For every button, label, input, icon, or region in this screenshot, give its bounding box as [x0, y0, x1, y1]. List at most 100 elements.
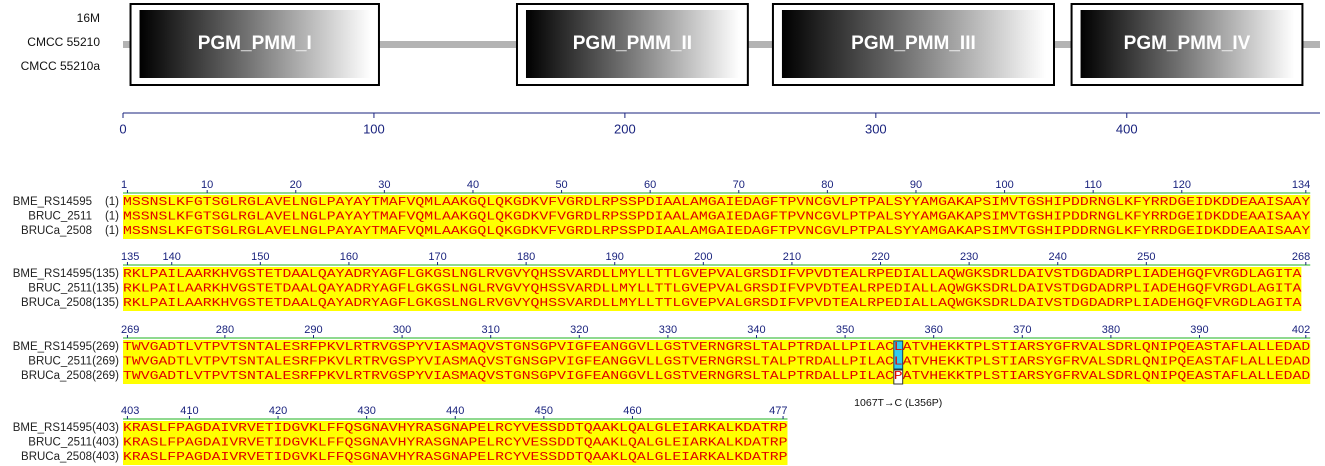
sequence-name: BME_RS14595: [13, 341, 92, 353]
sequence-name: BRUC_2511: [28, 356, 92, 368]
axis-tick-label: 400: [1116, 121, 1138, 136]
domain-label: PGM_PMM_I: [198, 33, 312, 54]
sequence-name: BRUCa_2508: [21, 225, 92, 237]
ruler-label: 135: [121, 251, 139, 263]
ruler-label: 477: [769, 405, 787, 417]
ruler-label: 1: [121, 179, 127, 191]
sequence-start: (135): [92, 283, 119, 295]
sequence-start: (135): [92, 297, 119, 309]
alignment-bg: [123, 267, 1302, 311]
ruler-label: 290: [304, 324, 322, 336]
domain-fill: [525, 10, 740, 78]
ruler-label: 50: [555, 179, 567, 191]
sequence: MSSNSLKFGTSGLRGLAVELNGLPAYAYTMAFVQMLAAKG…: [123, 195, 1310, 209]
sequence-name: BRUCa_2508: [21, 451, 92, 463]
sequence-start: (1): [105, 196, 119, 208]
ruler-label: 70: [733, 179, 745, 191]
sequence-name: BRUC_2511: [28, 283, 92, 295]
ruler-label: 10: [201, 179, 213, 191]
ruler-label: 140: [163, 251, 181, 263]
ruler-label: 150: [251, 251, 269, 263]
domain-fill: [781, 10, 1046, 78]
ruler-label: 360: [925, 324, 943, 336]
ruler-label: 268: [1292, 251, 1310, 263]
ruler-label: 450: [535, 405, 553, 417]
sequence: RKLPAILAARKHVGSTETDAALQAYADRYAGFLGKGSLNG…: [123, 296, 1302, 310]
annotation: 1067T→C (L356P): [854, 397, 942, 409]
variant-highlight: [893, 340, 904, 370]
ruler-label: 110: [1084, 179, 1102, 191]
domain-fill: [139, 10, 371, 78]
sequence: RKLPAILAARKHVGSTETDAALQAYADRYAGFLGKGSLNG…: [123, 282, 1302, 296]
sequence: TWVGADTLVTPVTSNTALESRFPKVLRTRVGSPYVIASMA…: [123, 369, 1310, 383]
sequence-name: BRUCa_2508: [21, 297, 92, 309]
strain-label: CMCC 55210a: [21, 59, 101, 73]
ruler-label: 170: [428, 251, 446, 263]
sequence: TWVGADTLVTPVTSNTALESRFPKVLRTRVGSPYVIASMA…: [123, 340, 1310, 354]
ruler-label: 20: [290, 179, 302, 191]
sequence-start: (1): [105, 211, 119, 223]
axis-tick-label: 100: [363, 121, 385, 136]
ruler-label: 90: [910, 179, 922, 191]
ruler-label: 230: [960, 251, 978, 263]
ruler-label: 402: [1292, 324, 1310, 336]
ruler-label: 134: [1292, 179, 1310, 191]
ruler-label: 120: [1173, 179, 1191, 191]
sequence-name: BME_RS14595: [13, 196, 92, 208]
ruler-label: 30: [378, 179, 390, 191]
ruler-label: 100: [995, 179, 1013, 191]
domain-label: PGM_PMM_III: [851, 33, 976, 54]
ruler-label: 160: [340, 251, 358, 263]
sequence: TWVGADTLVTPVTSNTALESRFPKVLRTRVGSPYVIASMA…: [123, 355, 1310, 369]
ruler-label: 380: [1102, 324, 1120, 336]
sequence-name: BRUC_2511: [28, 437, 92, 449]
variant-highlight-alt: [893, 369, 904, 385]
sequence-name: BME_RS14595: [13, 422, 92, 434]
sequence-name: BRUCa_2508: [21, 370, 92, 382]
sequence-name: BRUC_2511: [28, 211, 92, 223]
ruler-label: 210: [783, 251, 801, 263]
sequence-start: (403): [92, 451, 119, 463]
axis-tick-label: 200: [614, 121, 636, 136]
ruler-label: 40: [467, 179, 479, 191]
ruler-label: 269: [121, 324, 139, 336]
strain-label: 16M: [77, 11, 100, 25]
ruler-label: 200: [694, 251, 712, 263]
ruler-label: 60: [644, 179, 656, 191]
ruler-label: 460: [623, 405, 641, 417]
sequence-start: (269): [92, 356, 119, 368]
ruler-label: 350: [836, 324, 854, 336]
sequence: MSSNSLKFGTSGLRGLAVELNGLPAYAYTMAFVQMLAAKG…: [123, 224, 1310, 238]
domain-label: PGM_PMM_II: [573, 33, 692, 54]
sequence-start: (403): [92, 422, 119, 434]
sequence: KRASLFPAGDAIVRVETIDGVKLFFQSGNAVHYRASGNAP…: [123, 421, 788, 435]
domain-fill: [1080, 10, 1295, 78]
ruler-label: 280: [216, 324, 234, 336]
ruler-label: 420: [269, 405, 287, 417]
ruler-label: 300: [393, 324, 411, 336]
ruler-label: 370: [1013, 324, 1031, 336]
alignment-bg: [123, 195, 1311, 239]
sequence: KRASLFPAGDAIVRVETIDGVKLFFQSGNAVHYRASGNAP…: [123, 450, 788, 464]
ruler-label: 440: [446, 405, 464, 417]
axis-tick-label: 0: [119, 121, 126, 136]
sequence: KRASLFPAGDAIVRVETIDGVKLFFQSGNAVHYRASGNAP…: [123, 436, 788, 450]
ruler-label: 250: [1137, 251, 1155, 263]
ruler-label: 240: [1049, 251, 1067, 263]
ruler-label: 403: [121, 405, 139, 417]
strain-label: CMCC 55210: [27, 35, 100, 49]
domain-label: PGM_PMM_IV: [1124, 33, 1251, 54]
sequence: MSSNSLKFGTSGLRGLAVELNGLPAYAYTMAFVQMLAAKG…: [123, 210, 1310, 224]
ruler-label: 310: [482, 324, 500, 336]
sequence-start: (269): [92, 341, 119, 353]
sequence-start: (403): [92, 437, 119, 449]
ruler-label: 410: [180, 405, 198, 417]
alignment-bg: [123, 421, 788, 465]
ruler-label: 330: [659, 324, 677, 336]
ruler-label: 340: [747, 324, 765, 336]
sequence: RKLPAILAARKHVGSTETDAALQAYADRYAGFLGKGSLNG…: [123, 267, 1302, 281]
alignment-bg: [123, 340, 1311, 384]
ruler-label: 220: [871, 251, 889, 263]
ruler-label: 190: [606, 251, 624, 263]
